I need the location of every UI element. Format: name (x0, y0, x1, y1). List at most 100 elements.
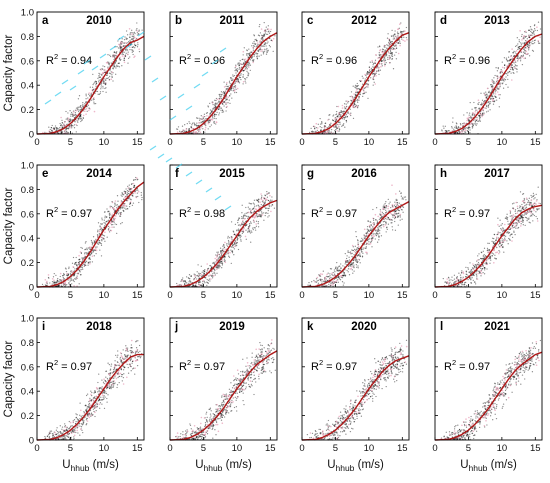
data-point (118, 62, 120, 64)
data-point (485, 111, 488, 113)
data-point (392, 216, 394, 218)
data-point (514, 45, 517, 48)
data-point (227, 102, 229, 104)
data-point (242, 70, 244, 72)
data-point (539, 28, 542, 30)
data-point (529, 36, 531, 38)
data-point (493, 100, 495, 103)
data-point (400, 22, 402, 24)
data-point (248, 208, 250, 210)
data-point (252, 47, 255, 49)
data-point (86, 106, 88, 108)
data-point (356, 91, 358, 94)
data-point (228, 94, 231, 97)
data-point (115, 223, 118, 226)
data-point (400, 192, 402, 195)
data-point (403, 36, 405, 38)
data-point (213, 108, 215, 110)
data-point (237, 219, 239, 222)
data-point (228, 99, 230, 101)
data-point (400, 195, 403, 197)
data-point (60, 124, 63, 126)
data-point (494, 93, 497, 95)
data-point (477, 103, 479, 106)
data-point (366, 71, 369, 73)
data-point (69, 280, 71, 282)
data-point (271, 199, 273, 201)
data-point (207, 121, 210, 123)
data-point (261, 34, 263, 36)
data-point (68, 266, 70, 268)
data-point (258, 35, 261, 37)
x-tick-label: 0 (167, 137, 172, 148)
data-point (233, 231, 235, 233)
data-point (404, 196, 407, 198)
data-point (223, 246, 225, 248)
data-point (99, 73, 101, 75)
data-point (524, 30, 527, 33)
data-point (256, 56, 258, 58)
data-point (505, 57, 508, 59)
r2-annotation-e: R2 = 0.97 (46, 205, 92, 220)
data-point (374, 59, 377, 61)
data-point (356, 266, 358, 268)
data-point (382, 59, 384, 62)
data-point (370, 228, 372, 230)
data-point (225, 102, 227, 104)
data-point (266, 28, 269, 30)
data-point (78, 95, 81, 97)
data-point (134, 192, 136, 194)
data-point (247, 72, 249, 74)
data-point (91, 241, 93, 243)
data-point (342, 274, 344, 276)
data-point (384, 65, 386, 67)
data-point (252, 46, 254, 49)
data-point (89, 253, 91, 256)
data-point (70, 119, 72, 121)
data-point (179, 283, 181, 286)
data-point (109, 206, 112, 209)
data-point (59, 126, 61, 129)
data-point (225, 83, 228, 85)
data-point (103, 211, 106, 213)
data-point (384, 55, 386, 57)
data-point (104, 83, 106, 85)
data-point (470, 116, 472, 119)
data-point (317, 123, 319, 125)
data-point (246, 54, 248, 56)
panel-letter-e: e (42, 168, 48, 180)
data-point (68, 125, 71, 127)
data-point (129, 34, 131, 36)
data-point (336, 261, 338, 264)
data-point (198, 272, 200, 274)
data-point (81, 257, 83, 259)
data-point (130, 38, 133, 41)
data-point (206, 263, 208, 265)
data-point (117, 65, 119, 67)
data-point (248, 202, 250, 204)
data-point (222, 248, 224, 250)
data-point (372, 233, 375, 235)
data-point (394, 38, 396, 41)
data-point (340, 276, 342, 279)
data-point (108, 72, 111, 74)
data-point (92, 73, 94, 76)
data-point (383, 46, 385, 48)
data-point (133, 35, 135, 37)
data-point (495, 99, 498, 101)
data-point (388, 39, 391, 41)
data-point (107, 66, 109, 68)
data-point (234, 67, 236, 69)
data-point (511, 68, 513, 71)
data-point (239, 224, 241, 226)
data-point (88, 92, 90, 94)
data-point (471, 108, 473, 110)
data-point (265, 49, 267, 51)
data-point (342, 124, 344, 126)
data-point (67, 127, 70, 129)
data-point (99, 92, 101, 95)
data-point (346, 116, 349, 118)
data-point (105, 87, 107, 89)
data-point (198, 122, 200, 124)
data-point (338, 265, 340, 268)
